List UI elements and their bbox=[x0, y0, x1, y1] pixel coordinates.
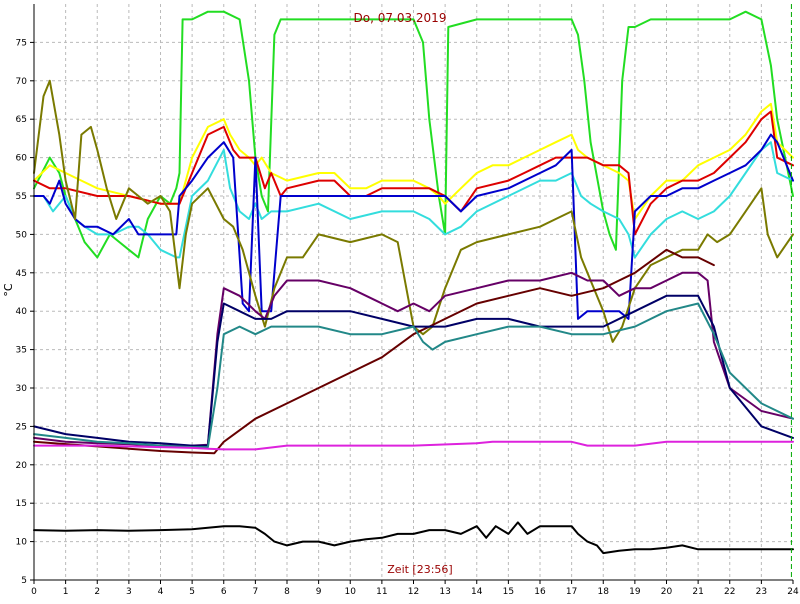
x-tick-label: 6 bbox=[221, 587, 227, 597]
y-axis-label: °C bbox=[2, 283, 15, 297]
y-tick-label: 10 bbox=[16, 538, 28, 548]
grid-lines bbox=[34, 4, 793, 581]
x-tick-label: 9 bbox=[316, 587, 322, 597]
x-tick-label: 13 bbox=[439, 587, 450, 597]
y-tick-label: 5 bbox=[21, 576, 27, 586]
x-tick-label: 17 bbox=[566, 587, 577, 597]
x-tick-label: 16 bbox=[534, 587, 546, 597]
x-tick-label: 11 bbox=[376, 587, 387, 597]
x-tick-label: 20 bbox=[661, 587, 673, 597]
x-tick-label: 7 bbox=[253, 587, 259, 597]
y-tick-label: 55 bbox=[16, 192, 27, 202]
y-tick-label: 45 bbox=[16, 269, 27, 279]
x-tick-label: 12 bbox=[408, 587, 419, 597]
y-tick-label: 35 bbox=[16, 346, 27, 356]
x-tick-label: 15 bbox=[503, 587, 514, 597]
x-tick-label: 5 bbox=[189, 587, 195, 597]
y-tick-label: 25 bbox=[16, 422, 27, 432]
y-tick-label: 50 bbox=[16, 230, 28, 240]
x-axis-label: Zeit [23:56] bbox=[387, 563, 452, 576]
series-lines bbox=[33, 10, 794, 555]
series-line-6 bbox=[33, 79, 794, 343]
series-line-12 bbox=[33, 521, 794, 555]
x-tick-label: 23 bbox=[756, 587, 767, 597]
x-tick-label: 0 bbox=[31, 587, 37, 597]
series-line-7 bbox=[33, 248, 715, 455]
x-tick-label: 2 bbox=[94, 587, 100, 597]
x-tick-label: 18 bbox=[598, 587, 610, 597]
series-line-11 bbox=[33, 440, 794, 451]
x-tick-label: 1 bbox=[63, 587, 69, 597]
y-tick-label: 75 bbox=[16, 38, 27, 48]
y-tick-label: 40 bbox=[16, 307, 28, 317]
x-tick-label: 22 bbox=[724, 587, 735, 597]
y-tick-label: 20 bbox=[16, 461, 28, 471]
x-tick-label: 19 bbox=[629, 587, 641, 597]
chart-title: Do, 07.03.2019 bbox=[354, 11, 447, 25]
y-tick-label: 15 bbox=[16, 499, 27, 509]
tick-labels: 0 1 2 3 4 5 6 7 8 9 10 11 12 13 14 15 16 17 18 19 20 21 22 23 24… bbox=[16, 38, 799, 597]
series-line-4 bbox=[33, 141, 794, 259]
x-tick-label: 4 bbox=[158, 587, 164, 597]
series-line-1 bbox=[33, 10, 794, 259]
y-tick-label: 65 bbox=[16, 115, 27, 125]
x-tick-label: 10 bbox=[345, 587, 357, 597]
y-tick-label: 70 bbox=[16, 77, 28, 87]
x-tick-label: 24 bbox=[787, 587, 799, 597]
series-line-2 bbox=[33, 102, 794, 220]
x-tick-label: 14 bbox=[471, 587, 483, 597]
series-line-3 bbox=[33, 110, 794, 236]
y-tick-label: 60 bbox=[16, 154, 28, 164]
series-line-9 bbox=[33, 294, 794, 447]
x-tick-label: 3 bbox=[126, 587, 132, 597]
axes bbox=[30, 4, 794, 584]
x-tick-label: 8 bbox=[284, 587, 290, 597]
y-tick-label: 30 bbox=[16, 384, 28, 394]
x-tick-label: 21 bbox=[692, 587, 703, 597]
series-line-5 bbox=[33, 133, 794, 320]
